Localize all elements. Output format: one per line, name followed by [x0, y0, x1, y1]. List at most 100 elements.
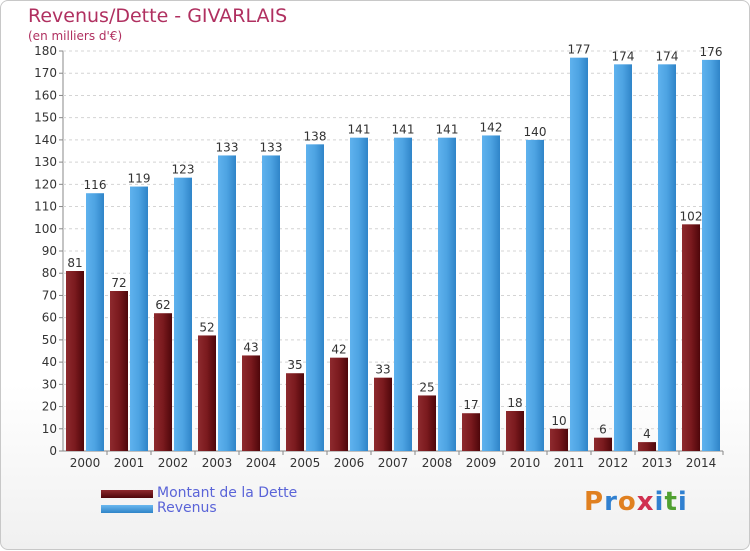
data-label-revenus: 141	[392, 123, 415, 137]
x-tick-label: 2003	[202, 456, 233, 470]
x-tick-label: 2014	[686, 456, 717, 470]
bar-revenus	[702, 59, 720, 452]
y-tick-label: 90	[42, 244, 57, 258]
y-tick-label: 180	[34, 44, 57, 58]
bar-revenus	[482, 135, 500, 451]
x-tick-label: 2008	[422, 456, 453, 470]
legend-swatch-revenus	[101, 505, 153, 513]
y-tick-label: 20	[42, 400, 57, 414]
bar-dette	[198, 335, 216, 451]
data-label-dette: 33	[375, 363, 390, 377]
y-tick-label: 160	[34, 88, 57, 102]
bar-dette	[594, 437, 612, 451]
data-label-revenus: 140	[524, 125, 547, 139]
bar-revenus	[218, 155, 236, 451]
data-label-revenus: 133	[216, 140, 239, 154]
proxiti-logo: Proxiti	[584, 487, 688, 517]
bar-dette	[242, 355, 260, 451]
data-label-revenus: 174	[612, 49, 635, 63]
bar-dette	[462, 413, 480, 451]
bar-revenus	[658, 64, 676, 452]
logo-letter: o	[617, 487, 637, 517]
data-label-dette: 52	[199, 320, 214, 334]
logo-letter: x	[636, 487, 655, 517]
bar-revenus	[350, 137, 368, 451]
y-tick-label: 170	[34, 66, 57, 80]
data-label-dette: 72	[111, 276, 126, 290]
bar-revenus	[394, 137, 412, 451]
data-label-dette: 18	[507, 396, 522, 410]
data-label-dette: 42	[331, 343, 346, 357]
data-label-dette: 6	[599, 423, 607, 437]
data-label-dette: 62	[155, 298, 170, 312]
y-tick-label: 70	[42, 288, 57, 302]
y-tick-label: 110	[34, 200, 57, 214]
data-label-dette: 25	[419, 380, 434, 394]
bar-dette	[154, 313, 172, 451]
bar-revenus	[130, 186, 148, 452]
data-label-dette: 102	[680, 209, 703, 223]
x-tick-label: 2012	[598, 456, 629, 470]
logo-letter: i	[654, 487, 665, 517]
data-label-dette: 43	[243, 340, 258, 354]
y-tick-label: 120	[34, 177, 57, 191]
x-tick-label: 2004	[246, 456, 277, 470]
bar-revenus	[614, 64, 632, 452]
bar-dette	[638, 442, 656, 451]
legend-label-dette: Montant de la Dette	[157, 485, 298, 501]
x-tick-label: 2006	[334, 456, 365, 470]
data-label-revenus: 177	[568, 43, 591, 57]
data-label-revenus: 138	[304, 129, 327, 143]
x-tick-label: 2005	[290, 456, 321, 470]
x-tick-label: 2000	[70, 456, 101, 470]
data-label-revenus: 116	[84, 178, 107, 192]
y-tick-label: 30	[42, 377, 57, 391]
y-tick-label: 150	[34, 111, 57, 125]
data-label-revenus: 133	[260, 140, 283, 154]
bar-revenus	[570, 57, 588, 452]
data-label-revenus: 123	[172, 163, 195, 177]
bar-dette	[330, 357, 348, 451]
data-label-dette: 17	[463, 398, 478, 412]
bar-revenus	[306, 144, 324, 452]
bar-dette	[506, 411, 524, 451]
y-tick-label: 140	[34, 133, 57, 147]
y-tick-label: 0	[49, 444, 57, 458]
chart-subtitle: (en milliers d'€)	[28, 29, 123, 43]
legend-swatch-dette	[101, 490, 153, 498]
x-tick-label: 2002	[158, 456, 189, 470]
x-tick-label: 2010	[510, 456, 541, 470]
bar-revenus	[86, 193, 104, 451]
x-tick-label: 2011	[554, 456, 585, 470]
bar-revenus	[262, 155, 280, 451]
logo-letter: r	[604, 487, 618, 517]
data-label-revenus: 174	[656, 49, 679, 63]
bar-revenus	[438, 137, 456, 451]
y-tick-label: 50	[42, 333, 57, 347]
y-tick-label: 60	[42, 311, 57, 325]
x-tick-label: 2001	[114, 456, 145, 470]
data-label-dette: 81	[67, 256, 82, 270]
data-label-revenus: 141	[436, 123, 459, 137]
logo-letter: t	[664, 487, 678, 517]
bar-revenus	[174, 177, 192, 451]
data-label-revenus: 176	[700, 45, 723, 59]
logo-letter: i	[677, 487, 688, 517]
data-label-dette: 10	[551, 414, 566, 428]
x-tick-label: 2009	[466, 456, 497, 470]
y-tick-label: 10	[42, 422, 57, 436]
y-tick-label: 40	[42, 355, 57, 369]
data-label-revenus: 141	[348, 123, 371, 137]
data-label-dette: 35	[287, 358, 302, 372]
bar-dette	[286, 373, 304, 451]
y-tick-label: 100	[34, 222, 57, 236]
x-tick-label: 2007	[378, 456, 409, 470]
bar-dette	[374, 377, 392, 451]
data-label-revenus: 119	[128, 172, 151, 186]
bar-dette	[110, 291, 128, 451]
y-tick-label: 130	[34, 155, 57, 169]
data-label-dette: 4	[643, 427, 651, 441]
logo-letter: P	[584, 487, 605, 517]
